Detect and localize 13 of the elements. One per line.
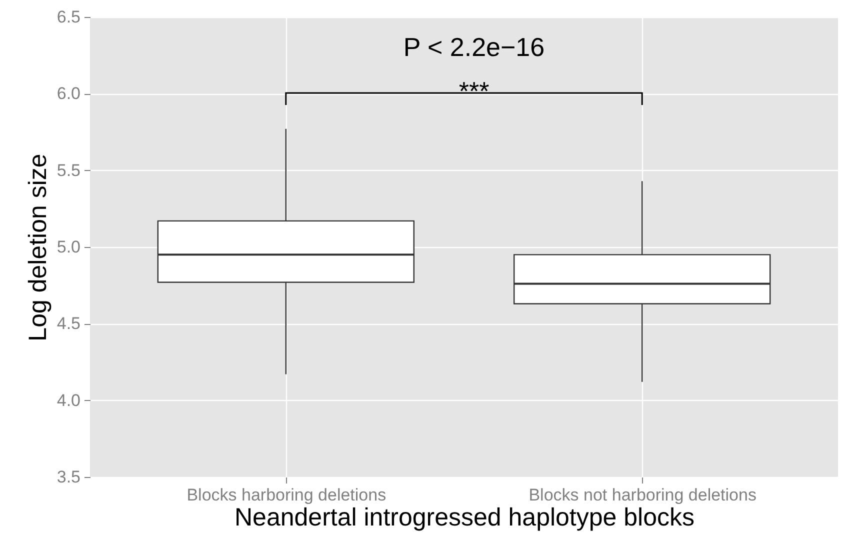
y-tick-label: 6.5 xyxy=(56,8,80,26)
y-tick-label: 4.5 xyxy=(56,314,80,334)
y-tick-label: 4.0 xyxy=(56,390,80,410)
y-axis-title: Log deletion size xyxy=(24,154,52,342)
annotation: *** xyxy=(458,76,490,106)
y-tick-label: 6.0 xyxy=(56,84,80,104)
y-tick-label: 3.5 xyxy=(56,468,80,486)
y-tick-label: 5.5 xyxy=(56,160,80,180)
x-axis-title: Neandertal introgressed haplotype blocks xyxy=(234,504,694,532)
x-tick-label: Blocks harboring deletions xyxy=(186,486,386,504)
y-tick-label: 5.0 xyxy=(56,238,80,256)
x-tick-label: Blocks not harboring deletions xyxy=(528,486,756,504)
annotation: P < 2.2e−16 xyxy=(403,32,545,62)
